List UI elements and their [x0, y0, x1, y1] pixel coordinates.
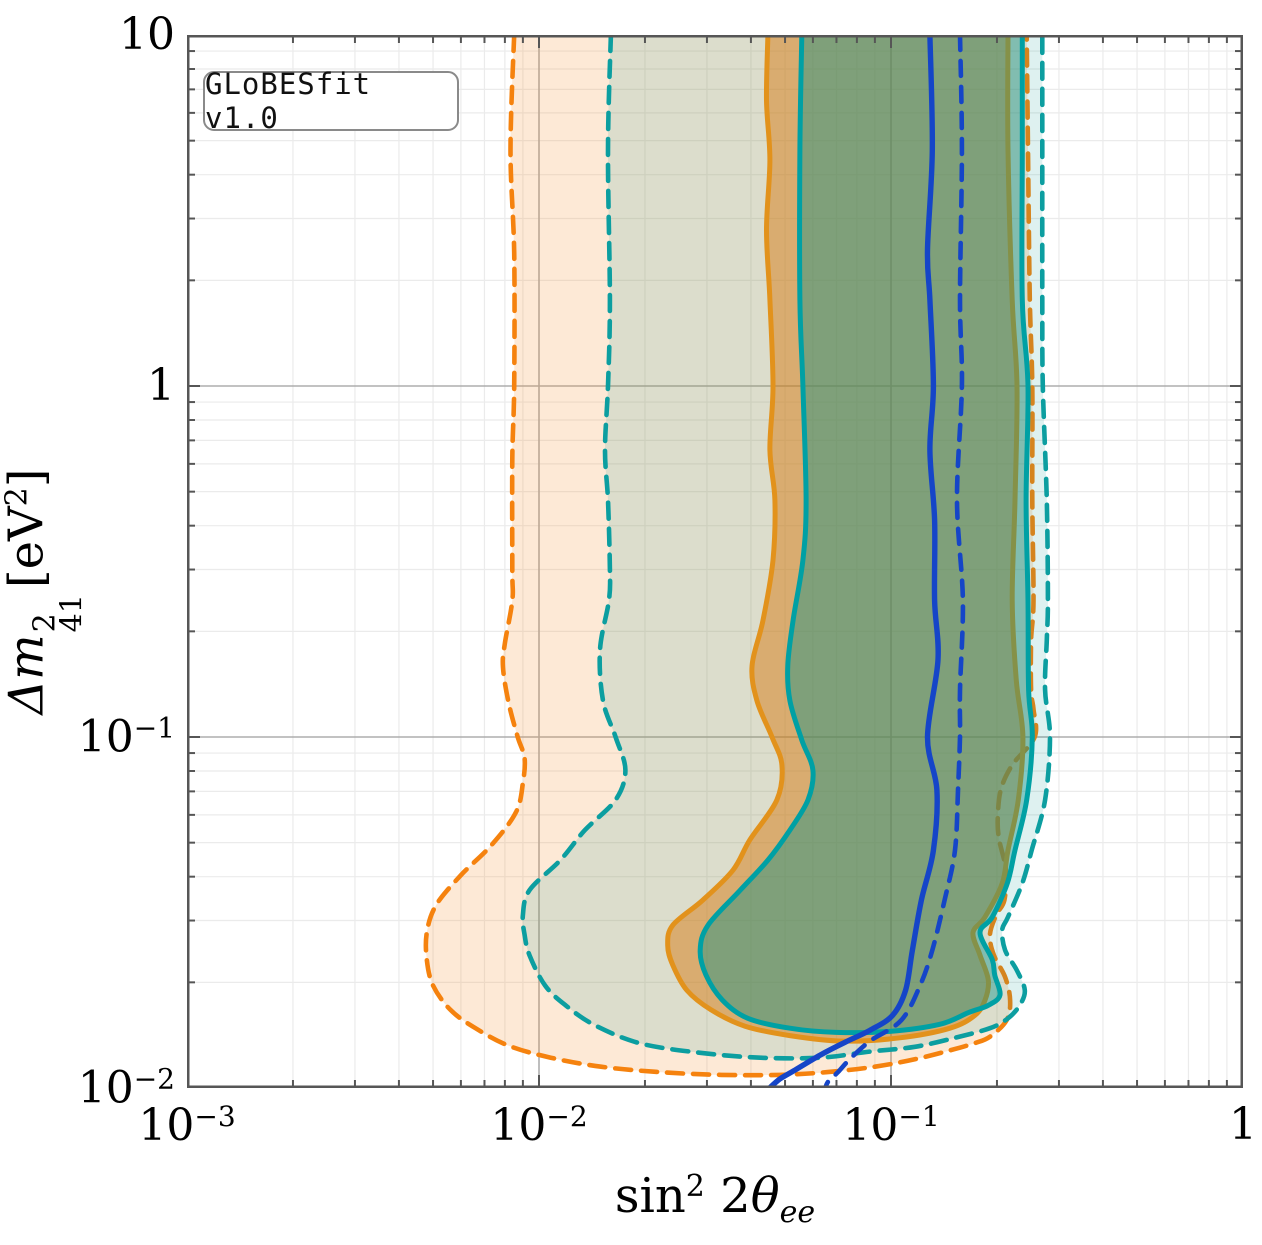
x-axis-title: sin2 2θee: [615, 1168, 815, 1230]
blue-dashed-line: [822, 35, 966, 1088]
teal-dashed-contour: [520, 35, 1053, 1061]
y-tick-label-3-base: 10: [77, 1062, 134, 1114]
y-tick-label-1: 1: [147, 364, 175, 408]
x-title-func: sin: [614, 1168, 686, 1224]
x-tick-label-2: 10−1: [842, 1103, 939, 1148]
plot-area: [187, 35, 1243, 1088]
y-title-sub: 41: [54, 594, 90, 633]
x-tick-label-0: 10−3: [138, 1103, 235, 1148]
contour-plot-canvas: [187, 35, 1243, 1088]
x-tick-label-1-base: 10: [490, 1100, 547, 1151]
watermark-box: GLoBESfit v1.0: [203, 67, 459, 135]
teal-solid-contour: [697, 35, 1035, 1036]
y-tick-label-2: 10−1: [77, 711, 175, 763]
x-title-theta: θ: [750, 1168, 780, 1224]
plot-frame: [187, 35, 1243, 1088]
y-title-unit-close: ]: [0, 468, 55, 488]
x-tick-label-3: 1: [1229, 1103, 1257, 1147]
tick-marks: [187, 35, 1243, 1088]
y-tick-label-2-exp: −1: [133, 711, 175, 745]
x-tick-label-2-base: 10: [842, 1100, 899, 1151]
watermark-label: GLoBESfit v1.0: [205, 67, 372, 135]
x-tick-label-3-base: 1: [1229, 1099, 1257, 1150]
y-tick-label-0: 10: [119, 13, 175, 57]
x-tick-label-1: 10−2: [490, 1103, 587, 1148]
y-title-symbol: Δm: [0, 634, 55, 715]
x-tick-label-0-base: 10: [138, 1100, 195, 1151]
orange-solid-contour: [665, 35, 1026, 1044]
x-title-exp: 2: [685, 1169, 705, 1204]
y-title-unit-exp: 2: [0, 487, 35, 507]
series-layer: [423, 35, 1053, 1088]
y-tick-label-1-base: 1: [147, 360, 175, 411]
y-title-supsub: 2 41: [28, 594, 90, 633]
blue-solid-line: [765, 35, 941, 1088]
x-title-arg: 2: [704, 1168, 751, 1224]
y-tick-label-2-base: 10: [77, 711, 134, 763]
x-tick-label-0-exp: −3: [194, 1100, 236, 1133]
x-tick-label-2-exp: −1: [898, 1100, 940, 1133]
orange-solid-contour-fill: [667, 35, 1023, 1042]
x-tick-label-1-exp: −2: [546, 1100, 588, 1133]
y-tick-label-3: 10−2: [77, 1062, 175, 1114]
teal-solid-contour-fill: [700, 35, 1033, 1033]
y-tick-label-3-exp: −2: [133, 1062, 175, 1096]
x-title-sub: ee: [779, 1195, 816, 1230]
orange-dashed-contour: [423, 35, 1039, 1078]
y-title-unit: [eV: [0, 506, 55, 589]
y-axis-title: Δm 2 41 [eV2]: [0, 332, 90, 852]
y-tick-label-0-base: 10: [119, 9, 175, 60]
